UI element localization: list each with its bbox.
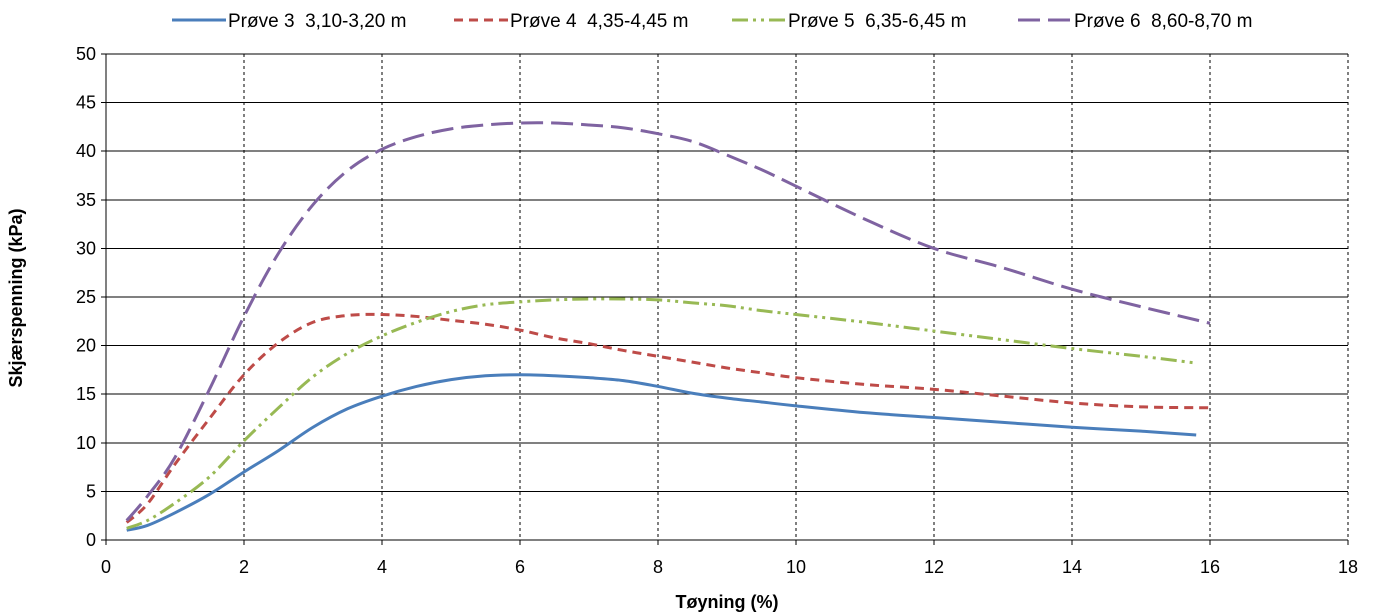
y-tick-label: 15 bbox=[76, 384, 96, 404]
y-tick-label: 0 bbox=[86, 530, 96, 550]
y-tick-label: 50 bbox=[76, 44, 96, 64]
legend-label: Prøve 4 4,35-4,45 m bbox=[510, 11, 688, 32]
y-axis-title: Skjærspenning (kPa) bbox=[6, 208, 26, 387]
grid bbox=[106, 53, 1349, 540]
y-tick-label: 45 bbox=[76, 93, 96, 113]
y-tick-label: 35 bbox=[76, 190, 96, 210]
x-tick-label: 16 bbox=[1200, 557, 1220, 577]
x-axis-title: Tøyning (%) bbox=[676, 592, 779, 612]
series-line-6 bbox=[125, 121, 1211, 522]
legend-label: Prøve 3 3,10-3,20 m bbox=[228, 11, 406, 32]
y-tick-label: 40 bbox=[76, 141, 96, 161]
series-lines bbox=[125, 121, 1211, 532]
series-line-4 bbox=[125, 312, 1211, 524]
x-tick-label: 2 bbox=[239, 557, 249, 577]
y-tick-label: 10 bbox=[76, 433, 96, 453]
axes: 0 5 10 15 20 25 30 35 40 45 50 0 2 4 6 8 10 12 14 16 18 bbox=[76, 44, 1358, 577]
y-tick-label: 30 bbox=[76, 238, 96, 258]
series-line-3 bbox=[126, 373, 1197, 532]
y-tick-label: 5 bbox=[86, 481, 96, 501]
legend-label: Prøve 6 8,60-8,70 m bbox=[1074, 11, 1252, 32]
x-tick-label: 6 bbox=[515, 557, 525, 577]
x-tick-label: 4 bbox=[377, 557, 387, 577]
legend-label: Prøve 5 6,35-6,45 m bbox=[788, 11, 966, 32]
y-tick-label: 20 bbox=[76, 336, 96, 356]
legend: Prøve 3 3,10-3,20 m Prøve 4 4,35-4,45 m Pr… bbox=[172, 11, 1252, 32]
x-tick-label: 14 bbox=[1062, 557, 1082, 577]
x-tick-label: 10 bbox=[786, 557, 806, 577]
x-tick-label: 12 bbox=[924, 557, 944, 577]
x-tick-label: 8 bbox=[653, 557, 663, 577]
x-tick-label: 18 bbox=[1338, 557, 1358, 577]
y-tick-label: 25 bbox=[76, 287, 96, 307]
x-tick-label: 0 bbox=[101, 557, 111, 577]
series-line-5 bbox=[126, 297, 1197, 530]
